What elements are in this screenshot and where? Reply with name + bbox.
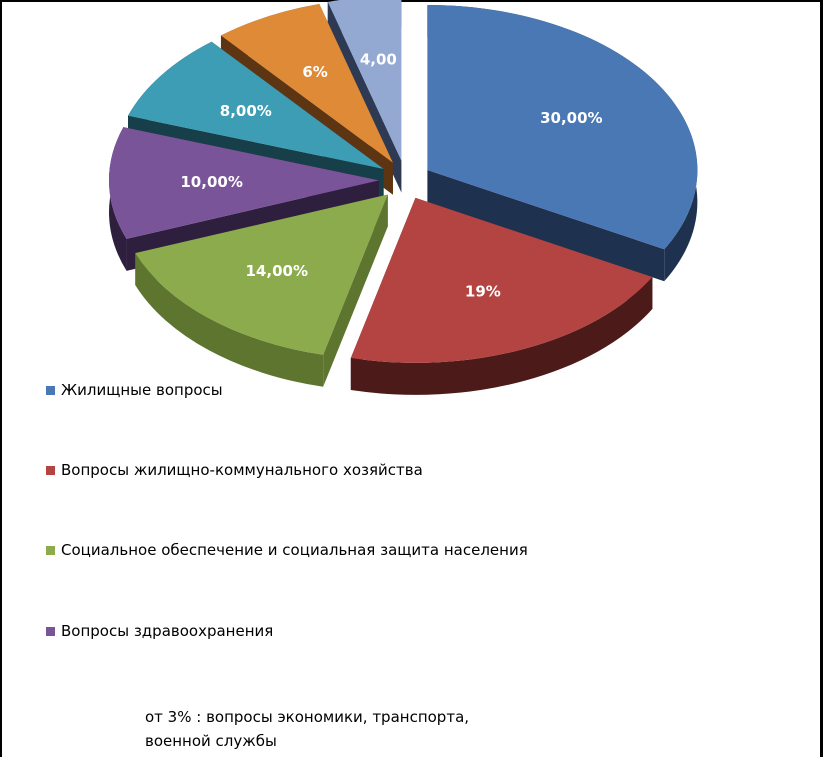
pie-slice-3 xyxy=(135,194,388,355)
legend-swatch-housing xyxy=(46,385,55,395)
pie-slice-6 xyxy=(220,3,393,163)
pie-slice-face-a-3 xyxy=(323,194,388,387)
legend-label-utilities: Вопросы жилищно-коммунального хозяйства xyxy=(61,461,423,479)
data-label-4: 10,00% xyxy=(180,173,242,191)
chart-footnote: от 3% : вопросы экономики, транспорта, в… xyxy=(145,705,665,753)
pie-labels: 30,00% 19% 14,00% 10,00% 8,00% 6% 4,00 xyxy=(180,50,602,300)
pie-slice-7 xyxy=(327,0,402,161)
pie-chart: 30,00% 19% 14,00% 10,00% 8,00% 6% 4,00 xyxy=(109,0,698,395)
legend-item-health: Вопросы здравоохранения xyxy=(46,618,273,644)
data-label-7: 4,00 xyxy=(360,50,397,68)
legend-item-housing: Жилищные вопросы xyxy=(46,377,223,403)
legend-swatch-social xyxy=(46,545,55,555)
legend-item-utilities: Вопросы жилищно-коммунального хозяйства xyxy=(46,457,423,483)
legend-swatch-utilities xyxy=(46,465,55,475)
pie-slice-face-b-1 xyxy=(427,170,665,282)
data-label-2: 19% xyxy=(465,282,501,300)
legend-swatch-health xyxy=(46,626,55,636)
pie-slice-side-3 xyxy=(135,253,324,387)
footnote-line-2: военной службы xyxy=(145,732,277,750)
legend-item-social: Социальное обеспечение и социальная защи… xyxy=(46,537,528,563)
data-label-1: 30,00% xyxy=(540,109,602,127)
footnote-line-1: от 3% : вопросы экономики, транспорта, xyxy=(145,708,470,726)
legend-label-health: Вопросы здравоохранения xyxy=(61,622,274,640)
data-label-5: 8,00% xyxy=(220,102,272,120)
legend-label-housing: Жилищные вопросы xyxy=(61,381,223,399)
legend-label-social: Социальное обеспечение и социальная защи… xyxy=(61,541,528,559)
pie-slice-side-2 xyxy=(350,277,653,395)
pie-slice-5 xyxy=(127,41,384,169)
pie-tops xyxy=(109,0,698,363)
frame-left-border xyxy=(0,0,2,757)
pie-slice-1 xyxy=(427,5,698,250)
pie-slice-2 xyxy=(350,197,653,363)
pie-slice-4 xyxy=(109,127,380,239)
data-label-6: 6% xyxy=(302,63,327,81)
frame-top-border xyxy=(0,0,823,2)
frame-right-border xyxy=(820,0,823,757)
data-label-3: 14,00% xyxy=(246,262,308,280)
